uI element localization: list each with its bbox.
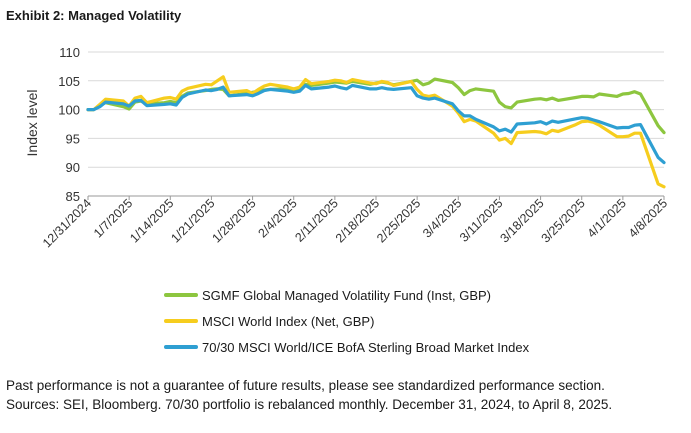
- x-tick-label: 1/21/2025: [168, 196, 217, 245]
- x-tick-label: 2/25/2025: [374, 196, 423, 245]
- series-lines: [86, 75, 666, 189]
- y-tick-label: 95: [66, 131, 80, 146]
- x-tick-label: 12/31/2024: [40, 196, 94, 250]
- series-line-msci: [86, 75, 666, 189]
- legend-item-msci: MSCI World Index (Net, GBP): [164, 308, 529, 334]
- y-axis-label: Index level: [24, 90, 40, 157]
- legend-label-msci: MSCI World Index (Net, GBP): [202, 313, 375, 329]
- legend-item-sgmf: SGMF Global Managed Volatility Fund (Ins…: [164, 282, 529, 308]
- exhibit-title: Exhibit 2: Managed Volatility: [6, 8, 182, 23]
- x-tick-label: 1/28/2025: [209, 196, 258, 245]
- legend-label-sgmf: SGMF Global Managed Volatility Fund (Ins…: [202, 287, 492, 303]
- series-line-7030: [86, 83, 666, 165]
- x-tick-label: 3/25/2025: [539, 196, 588, 245]
- x-tick-label: 4/8/2025: [626, 196, 670, 240]
- y-axis: 85 90 95 100 105 110: [58, 45, 80, 204]
- y-tick-label: 90: [66, 160, 80, 175]
- y-tick-label: 110: [59, 45, 80, 60]
- legend-swatch-msci: [164, 319, 198, 323]
- y-tick-label: 85: [66, 189, 80, 204]
- legend: SGMF Global Managed Volatility Fund (Ins…: [164, 282, 529, 360]
- footer-notes: Past performance is not a guarantee of f…: [6, 376, 612, 414]
- sources-text: Sources: SEI, Bloomberg. 70/30 portfolio…: [6, 397, 613, 412]
- y-tick-label: 100: [58, 103, 80, 118]
- x-tick-label: 1/14/2025: [127, 196, 176, 245]
- legend-label-7030: 70/30 MSCI World/ICE BofA Sterling Broad…: [202, 339, 530, 355]
- legend-swatch-sgmf: [164, 293, 198, 297]
- x-axis: 12/31/20241/7/20251/14/20251/21/20251/28…: [40, 195, 670, 250]
- legend-item-7030: 70/30 MSCI World/ICE BofA Sterling Broad…: [164, 334, 529, 360]
- x-tick-label: 3/18/2025: [497, 196, 546, 245]
- y-tick-label: 105: [58, 74, 80, 89]
- legend-swatch-7030: [164, 345, 198, 349]
- x-tick-label: 2/18/2025: [333, 196, 382, 245]
- disclaimer-text: Past performance is not a guarantee of f…: [6, 378, 605, 393]
- x-tick-label: 4/1/2025: [585, 196, 629, 240]
